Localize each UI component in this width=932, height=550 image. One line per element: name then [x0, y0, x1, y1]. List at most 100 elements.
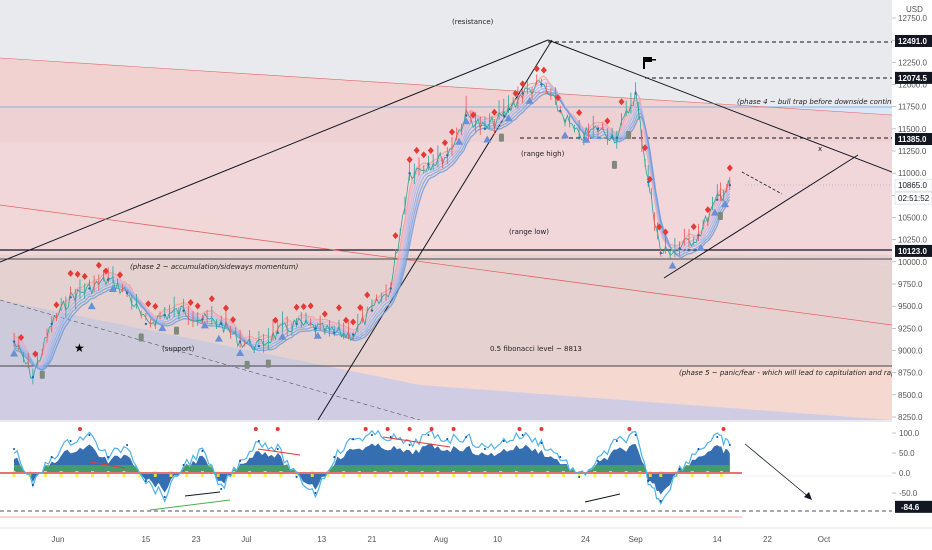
osc-divergence-line	[257, 448, 301, 456]
annotation-range-low: (range low)	[509, 228, 549, 236]
sell-diamond-marker	[420, 151, 427, 159]
buy-triangle-marker	[87, 302, 96, 310]
price-tick-label: 10000.0	[898, 258, 927, 267]
price-badge-label: 02:51:52	[898, 194, 930, 203]
time-tick-label: 14	[713, 535, 722, 544]
buy-triangle-marker	[462, 117, 471, 125]
osc-arrow-head	[804, 492, 812, 500]
osc-point	[69, 440, 72, 442]
osc-point	[314, 492, 317, 494]
osc-point	[697, 448, 700, 450]
price-point	[370, 309, 374, 312]
annotation-phase2: (phase 2 ~ accumulation/sideways momentu…	[130, 263, 299, 271]
osc-point	[502, 440, 505, 442]
price-point	[163, 313, 166, 317]
price-tick-label: 11750.0	[898, 103, 927, 112]
osc-divergence-line	[184, 491, 221, 497]
price-tick-label: 8750.0	[898, 369, 923, 378]
buy-triangle-marker	[582, 135, 591, 143]
osc-point	[427, 434, 430, 436]
sell-diamond-marker	[53, 301, 60, 309]
price-axis[interactable]	[892, 0, 932, 528]
osc-tick-label: 0.0	[899, 469, 911, 478]
sell-diamond-marker	[618, 98, 625, 106]
osc-point	[370, 434, 373, 436]
sell-diamond-marker	[67, 269, 74, 277]
sell-diamond-marker	[519, 80, 526, 88]
osc-point	[728, 444, 731, 446]
osc-point	[220, 488, 223, 490]
osc-point	[276, 448, 279, 450]
price-point	[615, 136, 619, 139]
price-point	[521, 92, 524, 95]
price-point	[678, 247, 681, 250]
price-tick-label: 8500.0	[898, 391, 923, 400]
big-downtrend-line	[547, 39, 892, 173]
time-tick-label: Jun	[52, 535, 65, 544]
osc-red-dot	[721, 427, 726, 431]
price-badge-bg	[895, 133, 932, 146]
sell-diamond-marker	[642, 144, 649, 152]
price-badge-label: 12491.0	[898, 37, 927, 46]
osc-point	[559, 456, 562, 458]
oscillator-axis-ticks: 100.0 50.0 0.0 -50.0 -84.6	[892, 429, 932, 513]
sell-diamond-marker	[74, 270, 81, 278]
osc-red-dot	[451, 427, 456, 431]
price-tick-label: 11000.0	[898, 169, 927, 178]
sell-diamond-marker	[18, 334, 25, 342]
price-point	[483, 127, 487, 131]
price-badges: 12491.0 12074.5 11385.0 10865.0 02:51:52 1012…	[894, 34, 932, 257]
osc-point	[465, 436, 468, 438]
price-point	[69, 296, 72, 299]
price-point	[12, 340, 16, 343]
osc-red-dot	[517, 427, 522, 431]
osc-point	[352, 438, 355, 440]
price-series[interactable]	[12, 74, 732, 385]
osc-point	[13, 448, 16, 450]
osc-line	[13, 429, 731, 506]
osc-point	[483, 448, 486, 450]
osc-level-badge	[895, 500, 932, 513]
signal-box-marker	[498, 133, 504, 142]
buy-triangle-marker	[278, 332, 287, 340]
osc-point	[107, 456, 110, 458]
sell-diamond-marker	[307, 302, 314, 310]
sell-diamond-marker	[230, 316, 237, 324]
price-tick-label: 10500.0	[898, 214, 927, 223]
sell-diamond-marker	[427, 146, 434, 154]
annotation-support: (support)	[162, 345, 195, 353]
osc-point	[540, 442, 543, 444]
sell-diamond-marker	[187, 298, 194, 306]
signal-box-marker	[138, 333, 144, 342]
background-bands	[0, 0, 892, 420]
osc-divergence-line	[149, 499, 231, 511]
price-point	[659, 251, 662, 255]
signal-box-marker	[265, 359, 271, 368]
time-tick-label: 13	[317, 535, 326, 544]
osc-red-dot	[539, 427, 544, 431]
osc-point	[408, 444, 411, 446]
price-badge-label: 10865.0	[898, 181, 927, 190]
price-point	[464, 114, 468, 117]
annotation-phase5: (phase 5 ~ panic/fear - which will lead …	[679, 369, 927, 377]
price-point	[182, 309, 185, 312]
price-tick-label: 10250.0	[898, 236, 927, 245]
price-point	[314, 327, 317, 330]
time-axis[interactable]: Jun 15 23 Jul 13 21 Aug 10 24 Sep 14 22 Oct	[52, 535, 831, 544]
osc-point	[716, 436, 719, 438]
price-point	[295, 322, 298, 326]
osc-red-dot	[253, 427, 258, 431]
osc-tick-label: 50.0	[899, 449, 915, 458]
sell-diamond-marker	[364, 291, 371, 299]
sell-diamond-marker	[32, 350, 39, 358]
price-badge-label: 11385.0	[898, 135, 927, 144]
price-point	[427, 163, 430, 166]
sell-diamond-marker	[208, 295, 215, 303]
osc-point	[446, 438, 449, 440]
sell-diamond-marker	[321, 310, 328, 318]
time-tick-label: 24	[581, 535, 590, 544]
sell-diamond-marker	[194, 302, 201, 310]
signal-box-marker	[174, 326, 180, 335]
price-point	[502, 114, 505, 117]
